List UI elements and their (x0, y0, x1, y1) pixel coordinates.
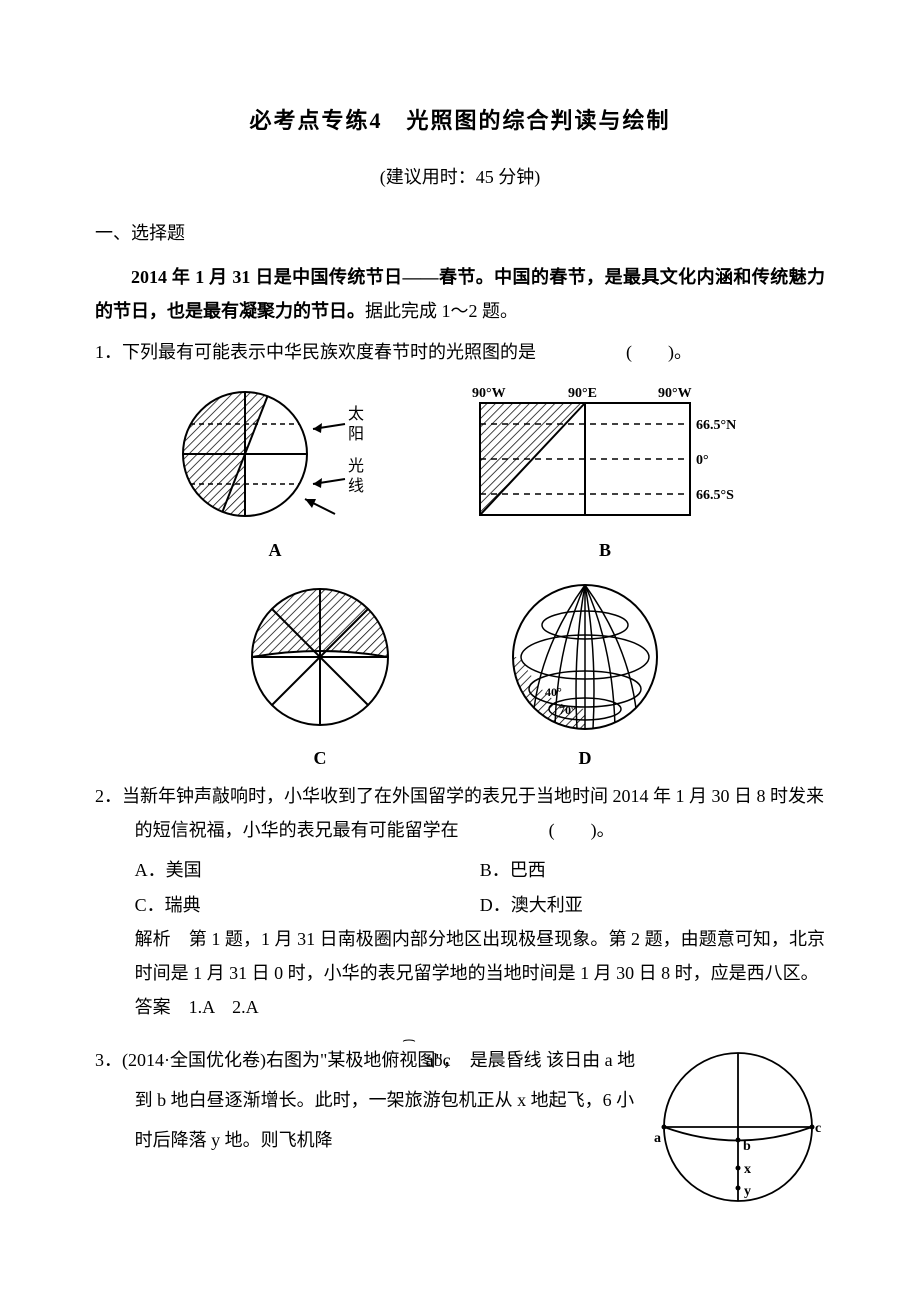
q3-a: a (654, 1131, 661, 1146)
page-title: 必考点专练4 光照图的综合判读与绘制 (95, 100, 825, 142)
intro-bold-1: 2014 年 1 月 31 日是中国传统节日——春节。 (131, 267, 494, 287)
label-C: C (314, 741, 327, 775)
analysis-12: 解析 第 1 题，1 月 31 日南极圈内部分地区出现极昼现象。第 2 题，由题… (135, 922, 825, 990)
diagD-70: 70° (559, 703, 576, 717)
diagram-D: 40° 70° D (485, 577, 685, 775)
q3-y: y (744, 1184, 751, 1199)
q2-paren: ( )。 (549, 820, 615, 840)
diagB-lon1: 90°W (472, 386, 506, 401)
q1-text: 下列最有可能表示中华民族欢度春节时的光照图的是 (122, 342, 536, 362)
label-A: A (269, 533, 282, 567)
q3-c: c (815, 1121, 821, 1136)
question-2: 2．当新年钟声敲响时，小华收到了在外国留学的表兄于当地时间 2014 年 1 月… (95, 779, 825, 847)
diagram-C-svg (235, 577, 405, 737)
q2-options-2: C．瑞典 D．澳大利亚 (135, 888, 825, 922)
analysis-label: 解析 (135, 929, 171, 949)
diagB-lat2: 0° (696, 453, 709, 468)
q2-number: 2． (95, 786, 122, 806)
q2-opt-D: D．澳大利亚 (480, 888, 825, 922)
diagram-row-1: 太 阳 光 线 A 90°W 90°E 90°W (95, 379, 825, 567)
q2-options-1: A．美国 B．巴西 (135, 853, 825, 887)
q3-figure: a b c x y (650, 1042, 825, 1228)
q3-svg: a b c x y (650, 1042, 825, 1217)
diagram-D-svg: 40° 70° (485, 577, 685, 737)
answer-12: 答案 1.A 2.A (135, 990, 825, 1024)
diagD-40: 40° (545, 685, 562, 699)
diagB-lon2: 90°E (568, 386, 597, 401)
q3-x: x (744, 1162, 751, 1177)
diagram-B-svg: 90°W 90°E 90°W 66.5°N 0° 66.5°S (460, 379, 750, 529)
q1-paren: ( )。 (626, 342, 692, 362)
label-D: D (579, 741, 592, 775)
diagB-lon3: 90°W (658, 386, 692, 401)
intro-paragraph: 2014 年 1 月 31 日是中国传统节日——春节。中国的春节，是最具文化内涵… (95, 260, 825, 328)
q3-b: b (743, 1139, 751, 1154)
q3-number: 3． (95, 1050, 122, 1070)
time-suggestion: (建议用时：45 分钟) (95, 160, 825, 194)
diagA-light-1: 光 (348, 457, 364, 475)
diagA-light-2: 线 (348, 477, 364, 495)
q2-text: 当新年钟声敲响时，小华收到了在外国留学的表兄于当地时间 2014 年 1 月 3… (122, 786, 824, 840)
diagram-row-2: C (95, 577, 825, 775)
q2-opt-A: A．美国 (135, 853, 480, 887)
question-1: 1．下列最有可能表示中华民族欢度春节时的光照图的是 ( )。 (95, 335, 825, 369)
q3-source: (2014·全国优化卷) (122, 1050, 266, 1070)
diagA-sun-2: 阳 (348, 425, 364, 443)
section-heading: 一、选择题 (95, 216, 825, 250)
diagA-sun-1: 太 (348, 405, 364, 423)
question-3: a b c x y 3．(2014·全国优化卷)右图为"某极地俯视图"， abc… (95, 1038, 825, 1160)
diagB-lat1: 66.5°N (696, 418, 736, 433)
diagram-A: 太 阳 光 线 A (170, 379, 380, 567)
analysis-text: 第 1 题，1 月 31 日南极圈内部分地区出现极昼现象。第 2 题，由题意可知… (135, 929, 825, 983)
answer-text: 1.A 2.A (171, 997, 259, 1017)
q1-number: 1． (95, 342, 122, 362)
answer-label: 答案 (135, 997, 171, 1017)
intro-tail: 据此完成 1～2 题。 (365, 301, 518, 321)
label-B: B (599, 533, 611, 567)
diagram-C: C (235, 577, 405, 775)
diagB-lat3: 66.5°S (696, 488, 734, 503)
diagram-B: 90°W 90°E 90°W 66.5°N 0° 66.5°S B (460, 379, 750, 567)
diagram-A-svg: 太 阳 光 线 (170, 379, 380, 529)
q2-opt-B: B．巴西 (480, 853, 825, 887)
q2-opt-C: C．瑞典 (135, 888, 480, 922)
